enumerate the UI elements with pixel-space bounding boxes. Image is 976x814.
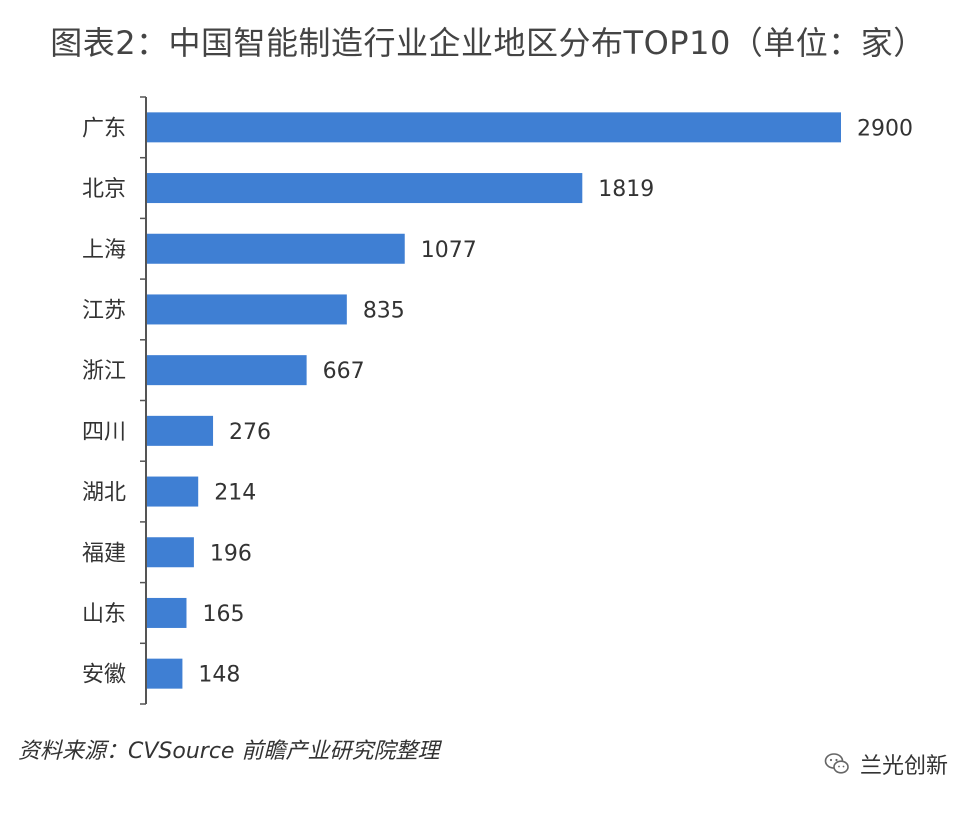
category-label: 福建 [82, 541, 126, 566]
bar [147, 597, 187, 628]
value-label: 196 [210, 541, 252, 566]
bar [147, 112, 841, 143]
bar [147, 233, 405, 264]
category-label: 四川 [82, 420, 126, 445]
bar [147, 294, 347, 325]
category-label: 江苏 [82, 298, 126, 323]
category-label: 北京 [82, 177, 126, 202]
category-label: 上海 [82, 238, 126, 263]
value-label: 835 [363, 298, 405, 323]
bar [147, 415, 214, 446]
category-label: 湖北 [82, 481, 126, 506]
bar [147, 173, 583, 204]
wechat-icon [824, 753, 849, 774]
watermark: 兰光创新 [824, 748, 948, 780]
bar [147, 476, 199, 507]
bar [147, 658, 183, 689]
bar [147, 355, 307, 386]
category-label: 山东 [82, 602, 126, 627]
category-label: 安徽 [82, 663, 126, 688]
value-label: 276 [229, 420, 271, 445]
value-label: 148 [198, 663, 240, 688]
value-label: 667 [323, 359, 365, 384]
value-label: 1819 [598, 177, 654, 202]
value-label: 2900 [857, 116, 913, 141]
chart-title: 图表2：中国智能制造行业企业地区分布TOP10（单位：家） [50, 24, 926, 62]
category-label: 广东 [82, 116, 126, 141]
source-note: 资料来源：CVSource 前瞻产业研究院整理 [18, 739, 440, 764]
value-label: 1077 [421, 238, 477, 263]
watermark-label: 兰光创新 [859, 754, 948, 779]
category-label: 浙江 [82, 359, 126, 384]
value-label: 214 [214, 481, 256, 506]
value-label: 165 [202, 602, 244, 627]
bar [147, 537, 194, 568]
